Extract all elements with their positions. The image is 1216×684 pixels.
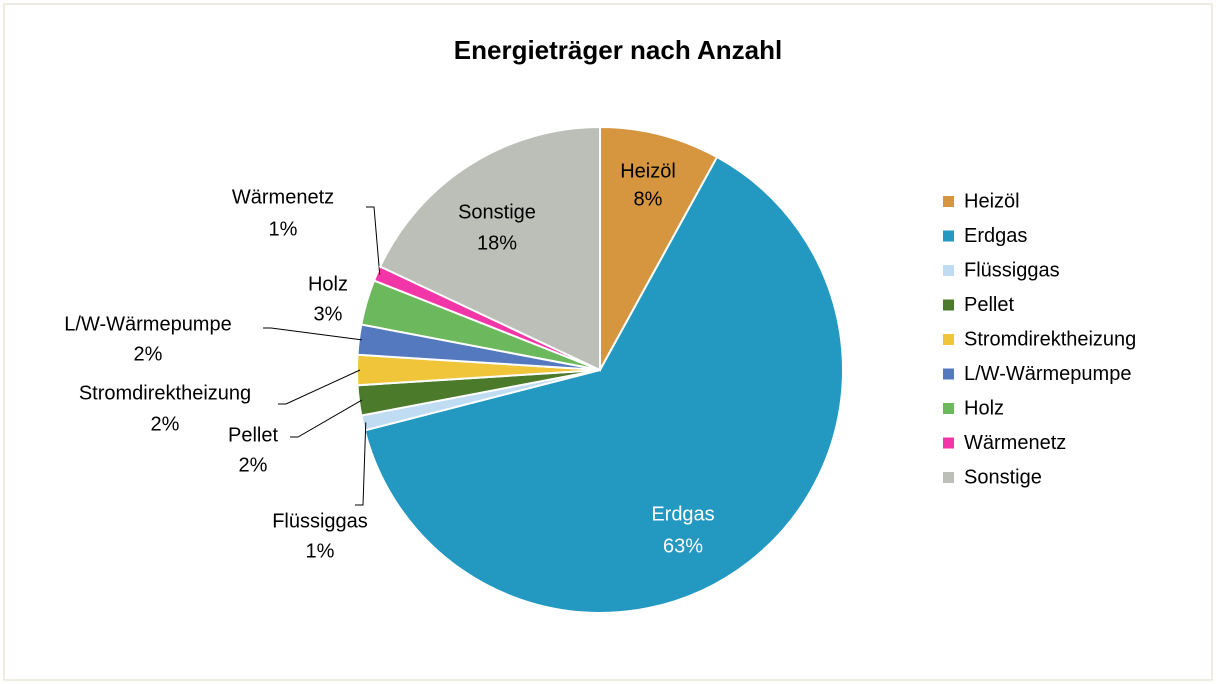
legend-label: Flüssiggas xyxy=(964,259,1060,281)
legend-swatch xyxy=(943,299,954,311)
leader-line xyxy=(278,369,361,405)
legend-label: Sonstige xyxy=(964,466,1042,488)
legend-label: Heizöl xyxy=(964,190,1020,212)
data-label-value: 63% xyxy=(663,535,703,557)
data-label-value: 8% xyxy=(634,188,663,210)
legend-label: Erdgas xyxy=(964,225,1027,247)
data-label-name: L/W-Wärmepumpe xyxy=(64,313,231,335)
data-label-value: 1% xyxy=(306,540,335,562)
legend-label: L/W-Wärmepumpe xyxy=(964,363,1131,385)
leader-line xyxy=(366,206,381,275)
leader-line xyxy=(290,399,363,438)
data-label-name: Wärmenetz xyxy=(232,186,334,208)
legend-swatch xyxy=(943,196,954,207)
pie-slice xyxy=(363,155,844,614)
legend-label: Stromdirektheizung xyxy=(964,328,1136,350)
data-label-name: Sonstige xyxy=(458,201,536,223)
legend-label: Wärmenetz xyxy=(964,432,1066,454)
data-label-name: Pellet xyxy=(228,424,278,446)
data-label-value: 1% xyxy=(269,218,298,240)
leader-line xyxy=(355,422,367,506)
legend-swatch xyxy=(943,403,954,414)
pie-slice xyxy=(599,125,719,371)
data-label-name: Flüssiggas xyxy=(272,510,368,532)
data-label-value: 2% xyxy=(239,454,268,476)
legend-swatch xyxy=(943,230,954,242)
leader-line xyxy=(263,327,362,341)
data-label-name: Holz xyxy=(308,273,348,295)
chart-title: Energieträger nach Anzahl xyxy=(454,35,782,65)
legend-swatch xyxy=(943,437,954,449)
legend-swatch xyxy=(943,368,954,380)
data-label-value: 18% xyxy=(477,232,517,254)
pie-slice xyxy=(378,125,601,372)
data-label-name: Stromdirektheizung xyxy=(79,382,251,404)
legend-label: Holz xyxy=(964,397,1004,419)
legend-swatch xyxy=(943,265,954,276)
data-label-value: 3% xyxy=(314,303,343,325)
legend-label: Pellet xyxy=(964,294,1014,316)
legend-swatch xyxy=(943,334,954,345)
data-label-name: Heizöl xyxy=(620,160,676,182)
data-label-name: Erdgas xyxy=(651,503,714,525)
legend-swatch xyxy=(943,472,954,483)
data-label-value: 2% xyxy=(134,343,163,365)
data-label-value: 2% xyxy=(151,413,180,435)
